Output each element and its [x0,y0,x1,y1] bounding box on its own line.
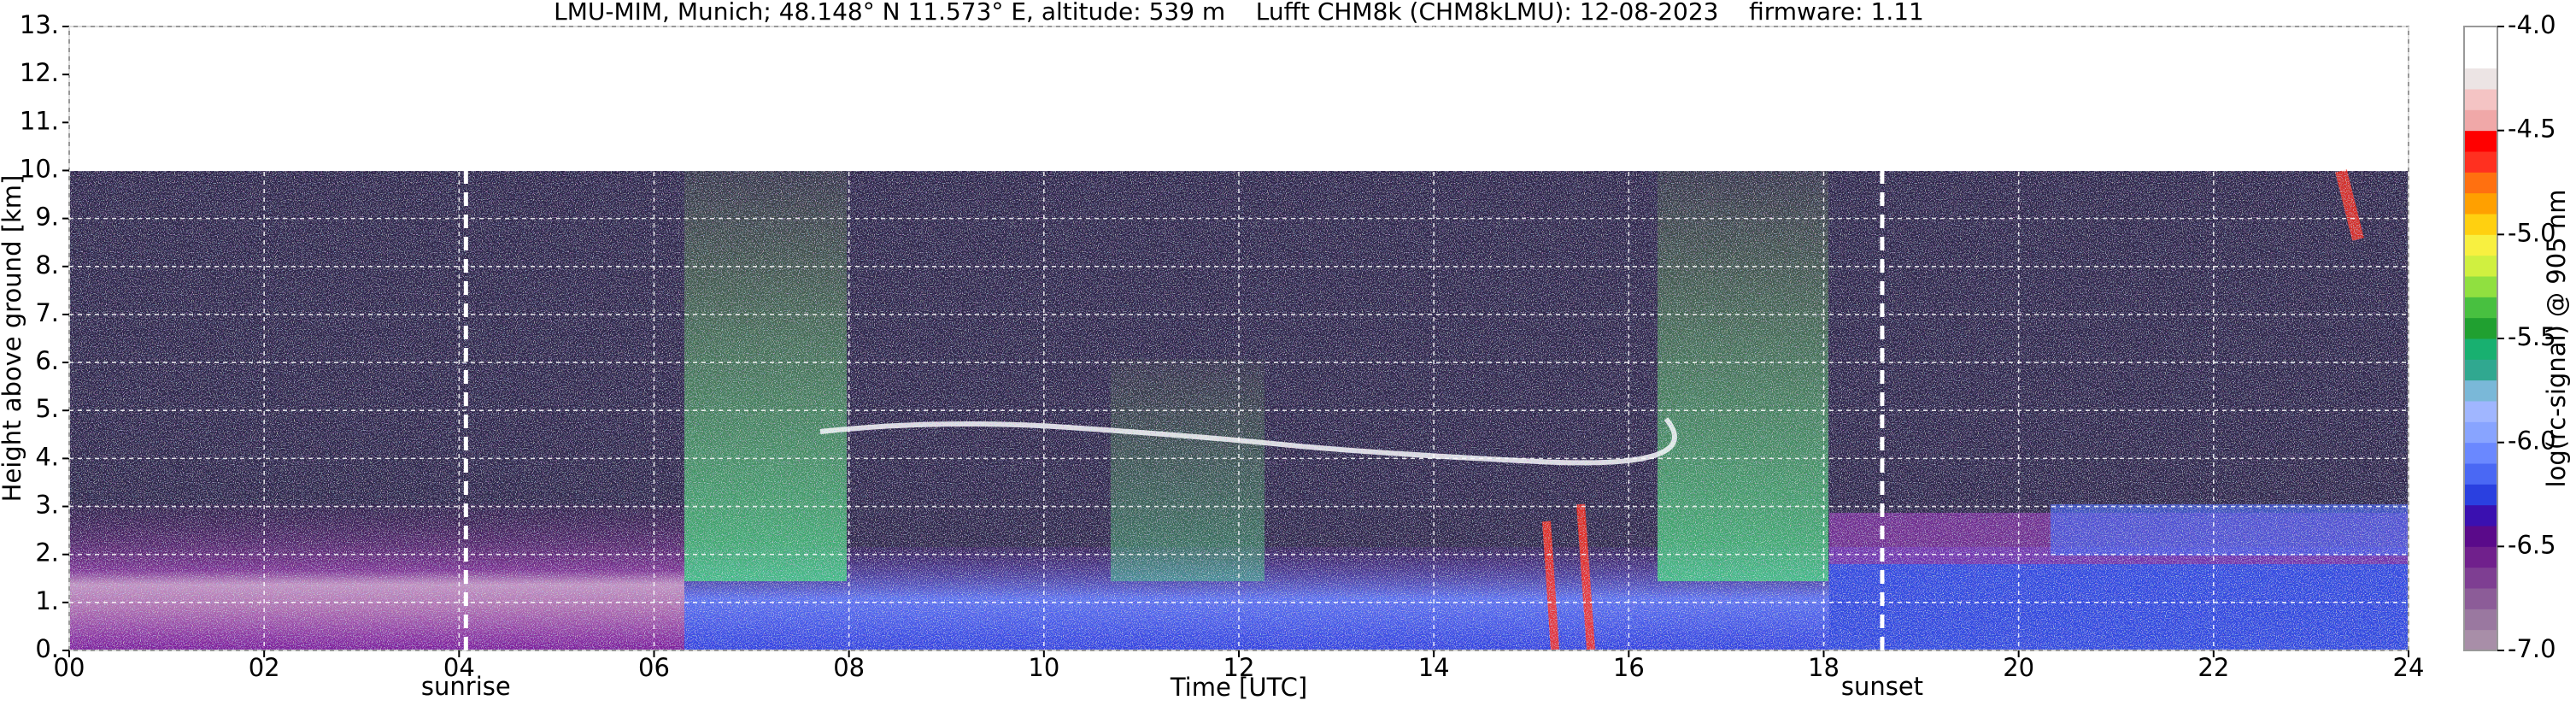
x-tick-label: 22 [2198,653,2229,682]
colorbar-swatch [2464,359,2497,381]
colorbar-swatch [2464,234,2497,256]
colorbar-swatch [2464,214,2497,235]
colorbar-swatch [2464,526,2497,547]
x-tick-label: 00 [54,653,85,682]
colorbar-swatch [2464,192,2497,215]
x-tick-label: 18 [1808,653,1840,682]
y-tick-label: 9. [35,203,59,232]
x-tick-label: 06 [638,653,670,682]
x-tick-label: 08 [833,653,865,682]
colorbar-tick-label: -4.5 [2508,115,2556,144]
colorbar-swatch [2464,317,2497,339]
x-tick-label: 02 [249,653,280,682]
x-tick-label: 04 [443,653,475,682]
x-axis-label: Time [UTC] [1170,673,1307,702]
chart-title: LMU-MIM, Munich; 48.148° N 11.573° E, al… [554,0,1924,26]
colorbar-swatch [2464,567,2497,589]
colorbar-swatch [2464,47,2497,69]
y-tick-label: 1. [35,586,59,615]
colorbar-tick-label: -5.0 [2508,218,2556,247]
colorbar-label: log(rc-signal) @ 905 nm [2542,190,2571,488]
y-tick-label: 7. [35,298,59,327]
colorbar-swatch [2464,421,2497,444]
colorbar-swatch [2464,297,2497,319]
x-tick-label: 20 [2003,653,2034,682]
x-tick-label: 24 [2393,653,2425,682]
colorbar-swatch [2464,255,2497,277]
colorbar-tick-label: -6.0 [2508,427,2556,456]
colorbar-swatch [2464,379,2497,402]
colorbar-tick-label: -7.0 [2508,634,2556,663]
y-tick-label: 6. [35,346,59,375]
colorbar-swatch [2464,151,2497,173]
y-tick-label: 2. [35,538,59,568]
colorbar-swatch [2464,546,2497,568]
y-tick-label: 11. [20,106,59,135]
colorbar-swatch [2464,401,2497,422]
colorbar-swatch [2464,442,2497,464]
y-tick-label: 8. [35,250,59,279]
annotation-label: sunrise [421,672,511,701]
colorbar-tick-label: -4.0 [2508,10,2556,39]
colorbar-swatch [2464,89,2497,110]
colorbar-swatch [2464,504,2497,527]
x-tick-label: 14 [1418,653,1450,682]
y-tick-label: 10. [20,154,59,183]
x-tick-label: 16 [1613,653,1645,682]
y-tick-label: 4. [35,442,59,471]
colorbar-swatch [2464,588,2497,609]
y-tick-label: 12. [20,58,59,87]
y-tick-label: 0. [35,634,59,663]
colorbar-swatch [2464,172,2497,194]
y-tick-label: 3. [35,491,59,520]
colorbar-swatch [2464,629,2497,651]
colorbar-swatch [2464,463,2497,485]
colorbar-swatch [2464,276,2497,297]
y-tick-label: 13. [20,10,59,39]
colorbar-swatch [2464,26,2497,48]
colorbar-tick-label: -6.5 [2508,530,2556,559]
y-tick-label: 5. [35,394,59,423]
colorbar-swatch [2464,484,2497,506]
colorbar-tick-label: -5.5 [2508,322,2556,351]
colorbar-swatch [2464,109,2497,132]
x-tick-label: 10 [1028,653,1059,682]
y-axis-label: Height above ground [km] [0,175,26,503]
annotation-label: sunset [1841,672,1923,701]
colorbar-swatch [2464,609,2497,631]
colorbar-swatch [2464,68,2497,90]
x-tick-label: 12 [1223,653,1255,682]
colorbar-swatch [2464,338,2497,360]
colorbar-swatch [2464,130,2497,152]
